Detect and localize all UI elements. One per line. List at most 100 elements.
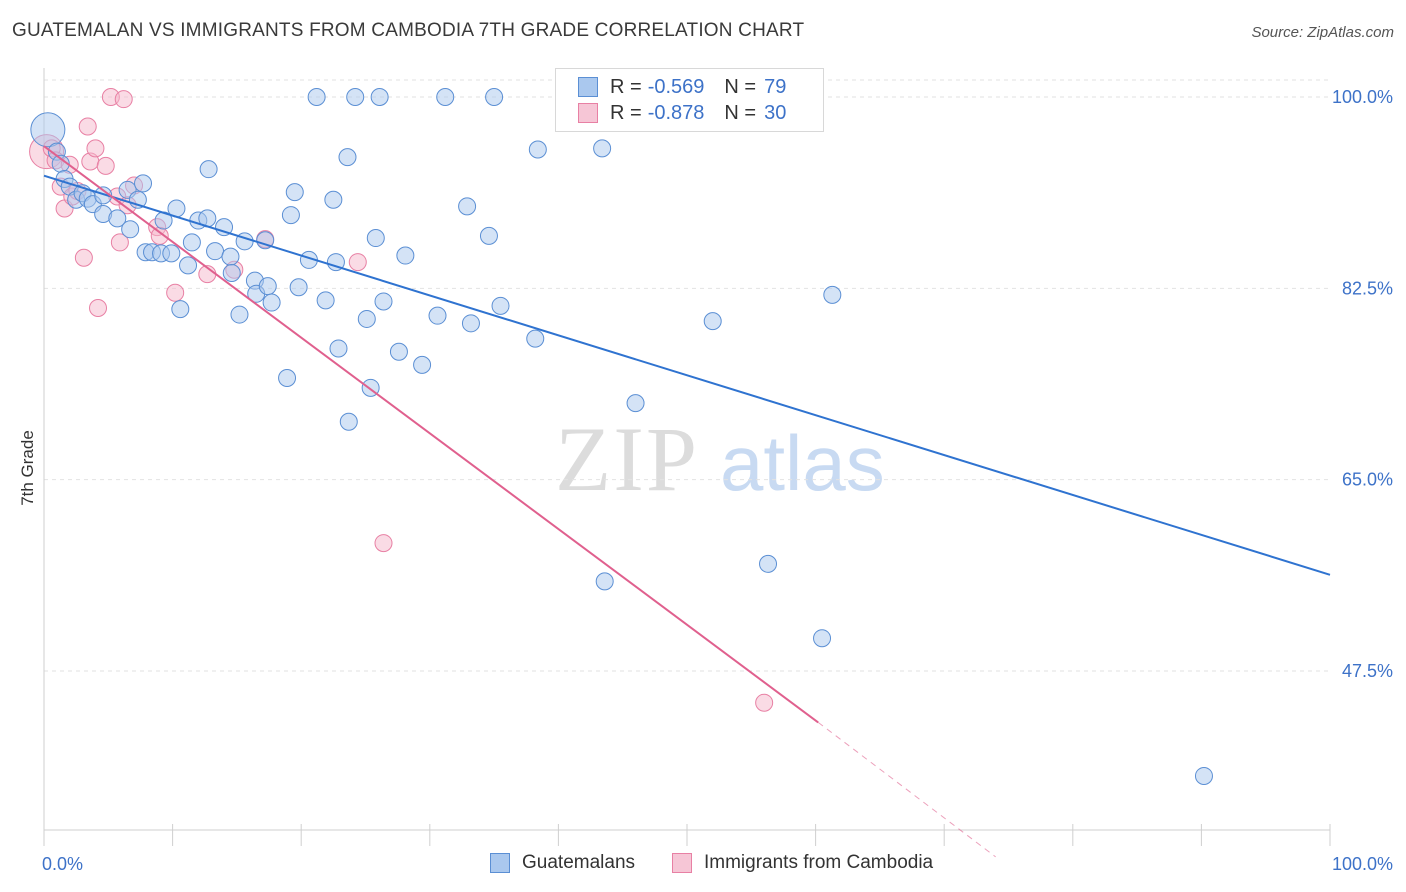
point-guatemalan <box>121 220 140 239</box>
point-guatemalan <box>346 88 365 106</box>
point-guatemalan <box>491 296 510 315</box>
point-guatemalan <box>458 197 477 216</box>
point-guatemalan <box>179 256 198 275</box>
point-guatemalan <box>413 355 432 374</box>
y-tick-label: 47.5% <box>1342 661 1393 681</box>
point-guatemalan <box>307 88 326 106</box>
bottom-legend-cambodia: Immigrants from Cambodia <box>672 852 933 874</box>
point-guatemalan <box>357 309 376 328</box>
bottom-legend-swatch-blue <box>490 853 510 873</box>
point-guatemalan <box>199 160 218 179</box>
watermark: ZIP atlas <box>555 408 885 510</box>
legend-r-value: -0.878 <box>647 101 705 124</box>
point-guatemalan <box>339 412 358 431</box>
legend-r-label: R = <box>610 75 642 98</box>
point-guatemalan <box>222 264 241 283</box>
point-cambodia <box>96 156 115 175</box>
point-guatemalan <box>289 278 308 297</box>
point-guatemalan <box>461 314 480 333</box>
point-guatemalan <box>329 339 348 358</box>
point-guatemalan <box>108 209 127 228</box>
trend-cambodia-extension <box>817 721 996 858</box>
axes <box>43 68 1331 846</box>
point-guatemalan <box>230 305 249 324</box>
bottom-legend-swatch-pink <box>672 853 692 873</box>
point-guatemalan <box>215 218 234 237</box>
point-guatemalan <box>595 572 614 591</box>
point-guatemalan <box>526 329 545 348</box>
x-tick-label: 100.0% <box>1332 854 1393 874</box>
y-tick-label: 82.5% <box>1342 278 1393 298</box>
point-guatemalan <box>813 629 832 648</box>
point-cambodia <box>78 117 97 136</box>
y-tick-label: 65.0% <box>1342 470 1393 490</box>
point-guatemalan <box>256 231 275 250</box>
legend-n-value: 30 <box>764 101 787 124</box>
point-cambodia <box>348 253 367 272</box>
point-guatemalan <box>593 139 612 158</box>
point-guatemalan <box>278 368 297 387</box>
point-guatemalan <box>338 148 357 167</box>
watermark-zip: ZIP <box>555 408 699 510</box>
watermark-atlas: atlas <box>720 419 885 507</box>
point-guatemalan <box>285 183 304 202</box>
tick-labels: 47.5% 65.0% 82.5% 100.0% 0.0% 100.0% <box>42 87 1393 874</box>
point-guatemalan <box>326 253 345 272</box>
point-guatemalan <box>485 88 504 106</box>
point-guatemalan <box>479 226 498 245</box>
point-cambodia <box>114 90 133 109</box>
point-guatemalan <box>528 140 547 159</box>
point-guatemalan <box>221 247 240 266</box>
point-guatemalan <box>428 306 447 325</box>
series-guatemalans-points <box>30 88 1213 785</box>
legend-n-value: 79 <box>764 75 787 98</box>
trend-lines <box>43 145 1331 858</box>
legend-n-label: N = <box>724 75 757 98</box>
point-guatemalan <box>703 312 722 331</box>
point-guatemalan <box>30 112 66 148</box>
y-tick-label: 100.0% <box>1332 87 1393 107</box>
point-guatemalan <box>823 285 842 304</box>
point-guatemalan <box>324 190 343 209</box>
point-cambodia <box>755 693 774 712</box>
point-guatemalan <box>162 244 181 263</box>
point-guatemalan <box>258 277 277 296</box>
point-guatemalan <box>759 554 778 573</box>
point-guatemalan <box>374 292 393 311</box>
point-guatemalan <box>626 394 645 413</box>
point-guatemalan <box>134 174 153 193</box>
point-guatemalan <box>389 342 408 361</box>
point-cambodia <box>166 283 185 302</box>
point-guatemalan <box>370 88 389 106</box>
point-cambodia <box>74 248 93 267</box>
point-guatemalan <box>281 206 300 225</box>
point-guatemalan <box>206 242 225 261</box>
legend-swatch-blue <box>578 77 598 97</box>
legend-n-label: N = <box>724 101 757 124</box>
chart-source: Source: ZipAtlas.com <box>1251 24 1394 41</box>
legend-swatch-pink <box>578 103 598 123</box>
trend-cambodia <box>43 145 819 724</box>
bottom-legend-label: Immigrants from Cambodia <box>704 852 934 873</box>
point-guatemalan <box>1194 766 1213 785</box>
point-guatemalan <box>436 88 455 106</box>
bottom-legend-label: Guatemalans <box>522 852 636 873</box>
point-cambodia <box>89 299 108 318</box>
point-guatemalan <box>182 233 201 252</box>
point-cambodia <box>374 534 393 553</box>
correlation-legend: R = -0.569 N = 79 R = -0.878 N = 30 <box>555 68 824 132</box>
trend-guatemalans <box>43 174 1331 576</box>
point-cambodia <box>110 233 129 252</box>
legend-r-label: R = <box>610 101 642 124</box>
bottom-legend-guatemalans: Guatemalans <box>490 852 635 874</box>
legend-row-cambodia: R = -0.878 N = 30 <box>578 101 786 125</box>
legend-r-value: -0.569 <box>647 75 705 98</box>
legend-row-guatemalans: R = -0.569 N = 79 <box>578 75 786 99</box>
x-tick-label: 0.0% <box>42 854 83 874</box>
point-guatemalan <box>366 229 385 248</box>
chart-title: GUATEMALAN VS IMMIGRANTS FROM CAMBODIA 7… <box>12 20 805 41</box>
point-guatemalan <box>262 293 281 312</box>
point-guatemalan <box>396 246 415 265</box>
point-guatemalan <box>171 300 190 319</box>
